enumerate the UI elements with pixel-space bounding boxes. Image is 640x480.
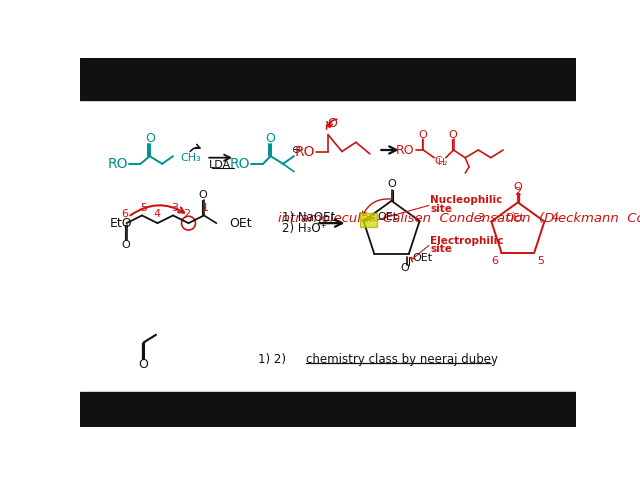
Bar xyxy=(360,213,377,227)
Text: RO: RO xyxy=(294,144,315,158)
Text: Electrophilic: Electrophilic xyxy=(430,236,504,246)
Text: site: site xyxy=(430,244,452,254)
Text: OEt: OEt xyxy=(506,213,524,223)
Text: O: O xyxy=(401,263,410,273)
Text: EtO: EtO xyxy=(109,216,132,229)
Text: LDA: LDA xyxy=(209,160,231,169)
Text: OEt: OEt xyxy=(229,216,252,229)
Text: OEt: OEt xyxy=(378,212,397,222)
Text: O: O xyxy=(138,358,148,371)
Text: CH₃: CH₃ xyxy=(180,154,202,164)
Text: 3: 3 xyxy=(477,213,484,223)
Text: 1) 2): 1) 2) xyxy=(259,353,286,366)
Text: O: O xyxy=(145,132,155,145)
Text: O: O xyxy=(449,130,457,140)
Text: ⊖: ⊖ xyxy=(292,145,301,155)
Text: Nucleophilic: Nucleophilic xyxy=(430,195,502,205)
Text: 4: 4 xyxy=(154,209,161,219)
Text: O: O xyxy=(199,191,207,201)
Bar xyxy=(80,392,576,427)
Text: 2) H₃O⁺: 2) H₃O⁺ xyxy=(282,222,326,235)
Text: intramolecular  Calisen  Condensation  (Dieckmann  Cond?: intramolecular Calisen Condensation (Die… xyxy=(278,212,640,225)
Text: O: O xyxy=(418,130,427,140)
Text: 4: 4 xyxy=(551,213,558,223)
Text: O: O xyxy=(387,179,396,189)
Text: 3: 3 xyxy=(171,203,178,213)
Text: RO: RO xyxy=(230,157,250,171)
Text: O: O xyxy=(265,132,275,145)
Text: 1) NaOEt: 1) NaOEt xyxy=(282,211,335,224)
Text: 5: 5 xyxy=(537,256,544,266)
Bar xyxy=(80,58,576,100)
Text: RO: RO xyxy=(108,157,128,171)
Text: 2: 2 xyxy=(515,187,522,197)
Text: 6: 6 xyxy=(122,209,129,219)
Text: site: site xyxy=(430,204,452,214)
Text: O: O xyxy=(513,182,522,192)
Text: 5: 5 xyxy=(140,203,147,213)
Text: OEt: OEt xyxy=(413,252,433,263)
Text: 1: 1 xyxy=(202,203,209,213)
Text: O: O xyxy=(327,117,337,130)
Text: 2: 2 xyxy=(184,209,191,219)
Text: 6: 6 xyxy=(492,256,499,266)
Text: RO: RO xyxy=(396,144,415,156)
Text: O: O xyxy=(122,240,130,251)
Text: H₂: H₂ xyxy=(438,158,448,167)
Text: C: C xyxy=(435,156,442,166)
Text: chemistry class by neeraj dubey: chemistry class by neeraj dubey xyxy=(307,353,499,366)
